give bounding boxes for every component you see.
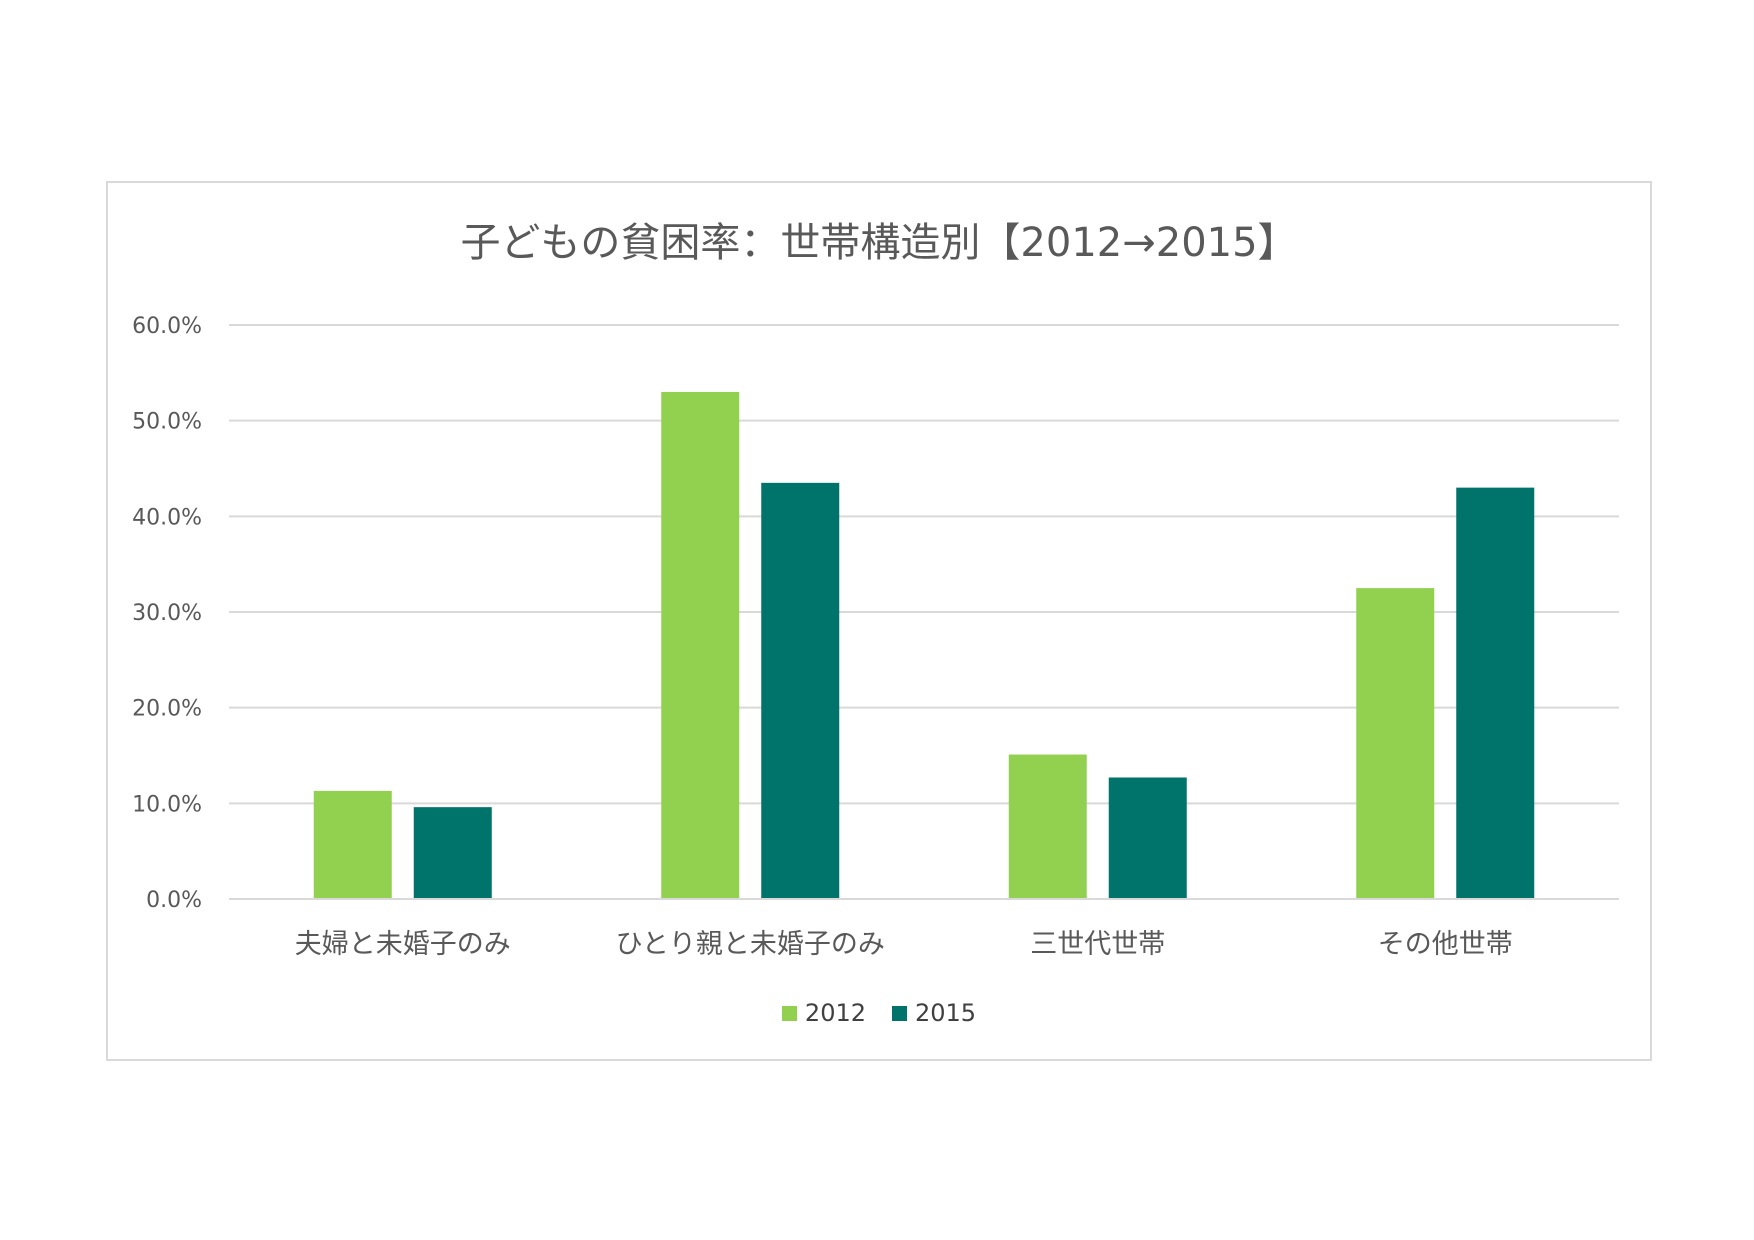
chart-title: 子どもの貧困率：世帯構造別【2012→2015】 [460, 220, 1298, 266]
bar-2015 [1456, 487, 1535, 899]
legend-label-2015: 2015 [915, 999, 977, 1027]
y-tick-label: 10.0% [132, 792, 202, 817]
x-tick-label: ひとり親と未婚子のみ [616, 929, 885, 960]
bar-2012 [313, 790, 392, 899]
legend-item-2015: 2015 [892, 999, 976, 1027]
bar-2012 [1356, 588, 1435, 899]
x-tick-label: その他世帯 [1378, 929, 1513, 960]
x-tick-label: 三世代世帯 [1030, 929, 1165, 960]
bar-2015 [761, 482, 840, 899]
bar-2012 [661, 391, 740, 899]
y-tick-label: 30.0% [132, 601, 202, 626]
y-tick-label: 50.0% [132, 410, 202, 435]
bar-2015 [413, 807, 492, 899]
x-tick-label: 夫婦と未婚子のみ [295, 929, 511, 960]
y-tick-label: 0.0% [146, 888, 202, 913]
y-tick-label: 40.0% [132, 505, 202, 530]
chart-frame: 子どもの貧困率：世帯構造別【2012→2015】 0.0% 10.0% 20.0% 3… [106, 181, 1652, 1061]
y-tick-label: 60.0% [132, 314, 202, 339]
legend-swatch-2012 [781, 1005, 797, 1021]
legend: 2012 2015 [108, 999, 1650, 1027]
bar-2015 [1108, 777, 1187, 899]
legend-item-2012: 2012 [781, 999, 866, 1027]
y-tick-label: 20.0% [132, 697, 202, 722]
legend-swatch-2015 [892, 1005, 907, 1021]
bar-2012 [1008, 754, 1087, 899]
legend-label-2012: 2012 [804, 999, 866, 1027]
plot-area: 0.0% 10.0% 20.0% 30.0% 40.0% 50.0% 60.0% 夫婦と未婚子… [132, 314, 1619, 960]
